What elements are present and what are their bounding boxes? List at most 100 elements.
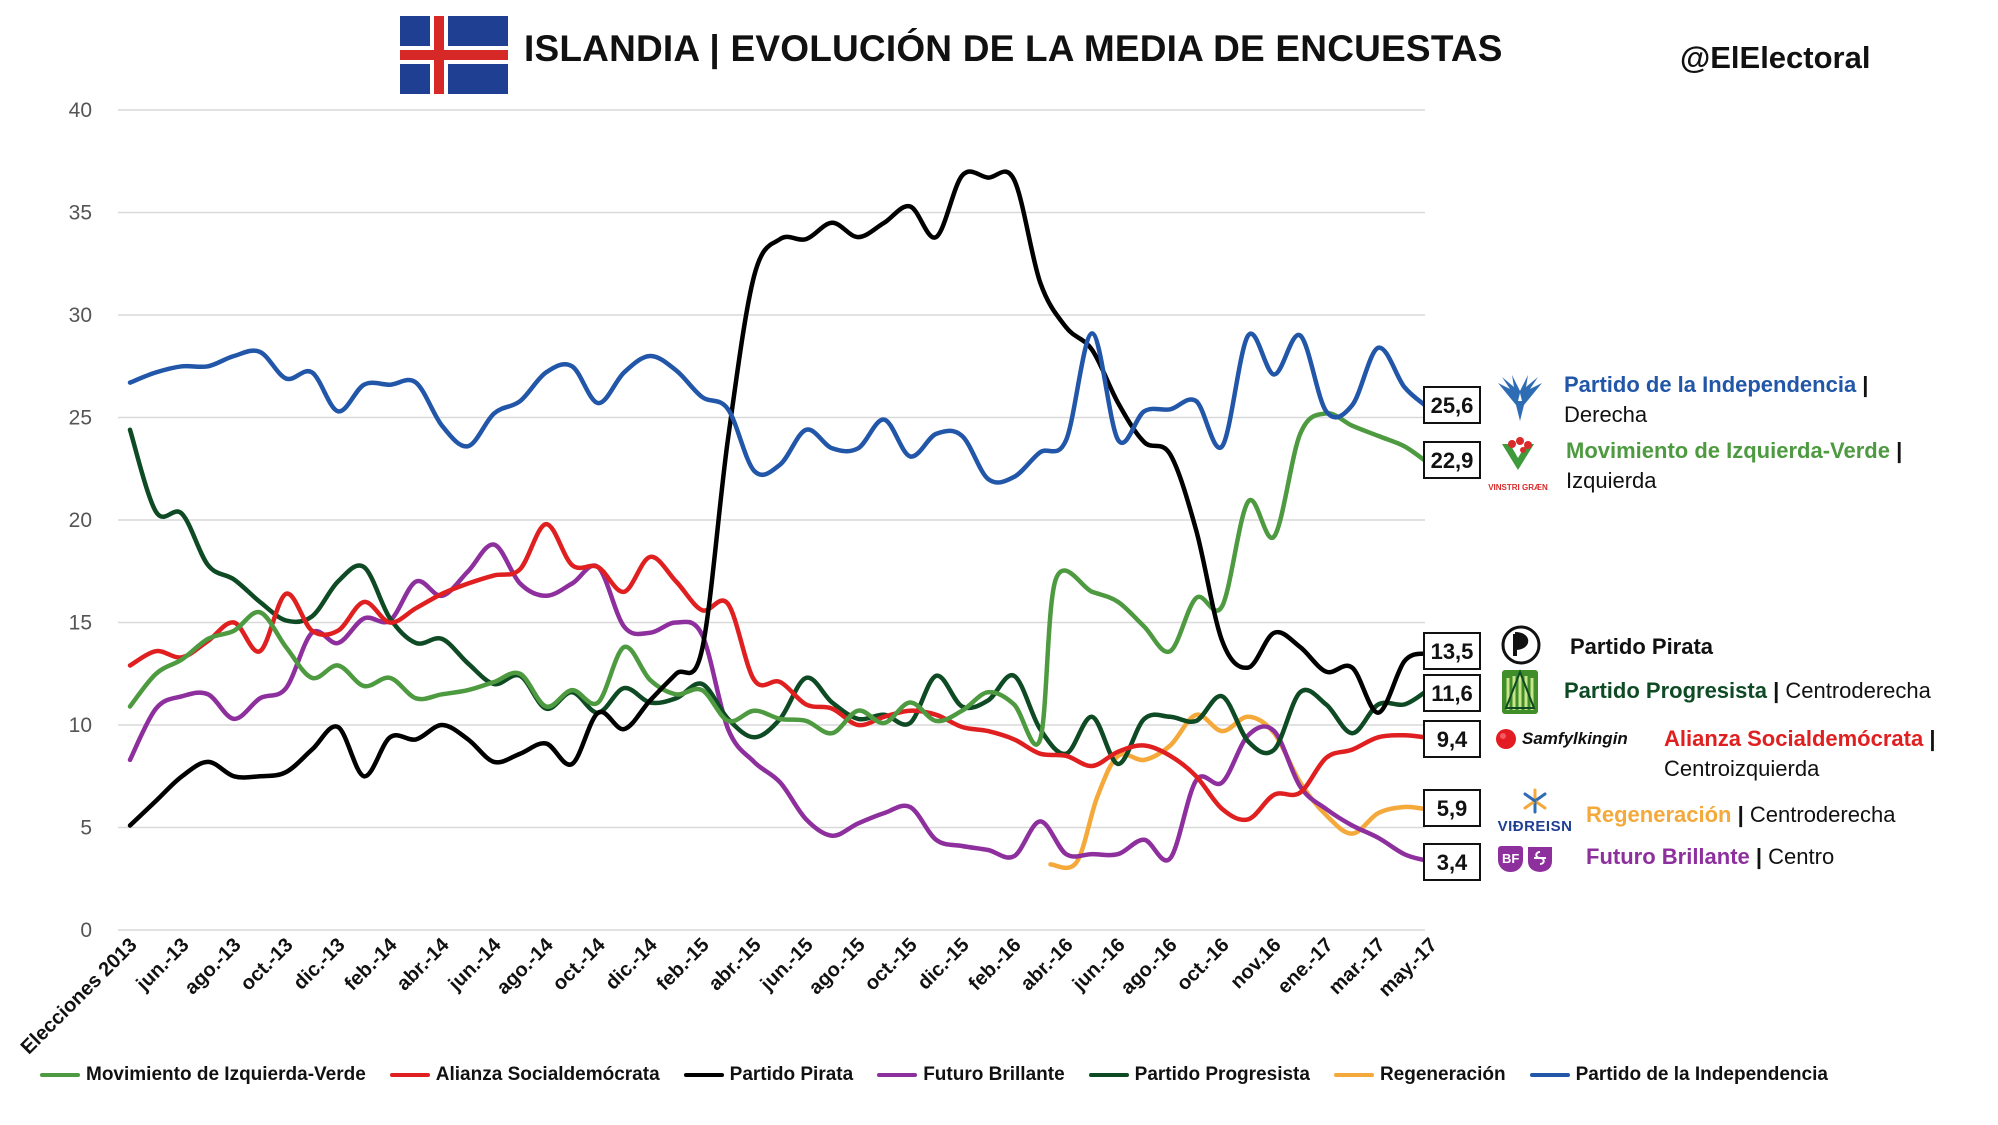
- vidreisn-logo-icon: VIÐREISN: [1490, 788, 1580, 835]
- x-tick-label: dic.-13: [289, 934, 349, 994]
- party-name: Movimiento de Izquierda-Verde: [1566, 438, 1890, 463]
- party-label-socialdemocrata: Alianza Socialdemócrata | Centroizquierd…: [1664, 724, 1942, 784]
- series-line-movimiento-de-izquierda-verde: [127, 411, 1428, 747]
- vinstri-graen-logo-icon: VINSTRI GRÆN: [1488, 436, 1548, 492]
- y-tick-label: 10: [69, 714, 92, 737]
- legend-swatch: [877, 1073, 918, 1077]
- end-label-box: [1423, 386, 1481, 424]
- bright-future-symbol-icon: [1528, 847, 1553, 872]
- party-ideology: Izquierda: [1566, 468, 1657, 493]
- x-tick-label: abr.-15: [704, 934, 765, 995]
- x-tick-label: feb.-15: [652, 934, 713, 995]
- party-ideology: Centro: [1768, 844, 1835, 869]
- end-label-box: [1423, 674, 1481, 712]
- legend-label: Partido Progresista: [1134, 1064, 1310, 1085]
- end-label: 25,6: [1423, 386, 1481, 424]
- legend-item: Partido de la Independencia: [1529, 1064, 1828, 1086]
- party-label-izquierda-verde: Movimiento de Izquierda-Verde | Izquierd…: [1566, 436, 1908, 496]
- legend-item: Movimiento de Izquierda-Verde: [40, 1064, 366, 1086]
- party-ideology: Centroderecha: [1785, 678, 1931, 703]
- series-line-partido-progresista: [127, 427, 1428, 767]
- end-label-value: 11,6: [1431, 681, 1473, 706]
- x-tick-label: dic.-14: [601, 933, 662, 994]
- author-handle: @ElElectoral: [1680, 40, 1871, 75]
- end-value-labels: 22,9 9,4 13,5 3,4 11,6 5,9 25,6: [1423, 386, 1481, 881]
- bright-future-logo-text: BF: [1498, 846, 1524, 872]
- rose-icon: [1496, 729, 1516, 749]
- y-tick-label: 35: [69, 202, 92, 225]
- x-tick-label: oct.-14: [548, 933, 610, 995]
- legend-label: Regeneración: [1379, 1064, 1506, 1085]
- series-lines: [127, 169, 1428, 871]
- legend-item: Alianza Socialdemócrata: [389, 1064, 660, 1086]
- x-tick-label: ago.-14: [493, 933, 559, 999]
- party-separator: |: [1766, 678, 1786, 703]
- party-label-futuro: Futuro Brillante | Centro: [1586, 842, 1834, 872]
- x-tick-label: ene.-17: [1273, 934, 1337, 998]
- pirate-party-logo-icon: [1501, 625, 1541, 665]
- samfylkingin-logo-text: Samfylkingin: [1522, 729, 1628, 748]
- x-tick-label: oct.-13: [236, 934, 297, 995]
- y-tick-label: 30: [69, 304, 92, 327]
- samfylkingin-logo-icon: Samfylkingin: [1494, 724, 1654, 754]
- end-label: 13,5: [1423, 632, 1481, 670]
- x-tick-label: ago.-15: [805, 934, 870, 999]
- x-tick-label: oct.-16: [1173, 934, 1234, 995]
- y-axis-ticks: 0 5 10 15 20 25 30 35 40: [69, 99, 92, 942]
- party-name: Partido Progresista: [1564, 678, 1767, 703]
- legend-swatch: [683, 1073, 724, 1077]
- series-line-partido-pirata: [127, 169, 1428, 828]
- x-tick-label: Elecciones 2013: [17, 934, 142, 1059]
- series-line-alianza-socialdemocrata: [127, 521, 1428, 823]
- end-label: 11,6: [1423, 674, 1481, 712]
- legend-label: Alianza Socialdemócrata: [435, 1064, 660, 1085]
- header: ISLANDIA | EVOLUCIÓN DE LA MEDIA DE ENCU…: [0, 0, 1998, 110]
- legend-swatch: [1529, 1073, 1570, 1077]
- y-tick-label: 25: [69, 407, 92, 430]
- end-label: 5,9: [1423, 789, 1481, 827]
- x-tick-label: feb.-16: [965, 934, 1026, 995]
- star-icon: [1523, 788, 1547, 814]
- title-main: ISLANDIA: [524, 28, 699, 69]
- y-tick-label: 15: [69, 612, 92, 635]
- party-separator: |: [1923, 726, 1942, 751]
- party-separator: |: [1889, 438, 1909, 463]
- party-separator: |: [1856, 372, 1875, 397]
- legend-swatch: [40, 1073, 80, 1077]
- falcon-logo-icon: [1498, 375, 1542, 421]
- legend-label: Partido de la Independencia: [1575, 1064, 1828, 1085]
- legend-item: Regeneración: [1333, 1064, 1506, 1086]
- party-label-progresista: Partido Progresista | Centroderecha: [1564, 676, 1931, 706]
- title-subtitle: EVOLUCIÓN DE LA MEDIA DE ENCUESTAS: [730, 28, 1503, 69]
- progressive-party-logo-icon: [1502, 669, 1538, 714]
- x-tick-label: may.-17: [1375, 934, 1442, 1001]
- legend-swatch: [389, 1073, 430, 1077]
- series-line-futuro-brillante: [127, 542, 1428, 863]
- end-label-box: [1423, 720, 1481, 758]
- chart-title: ISLANDIA | EVOLUCIÓN DE LA MEDIA DE ENCU…: [524, 28, 1503, 70]
- iceland-flag-icon: [400, 16, 508, 94]
- legend-label: Partido Pirata: [729, 1064, 854, 1085]
- party-name: Partido de la Independencia: [1564, 372, 1857, 397]
- vidreisn-logo-text: VIÐREISN: [1497, 818, 1573, 835]
- legend-label: Futuro Brillante: [923, 1064, 1065, 1085]
- end-label: 3,4: [1423, 843, 1481, 881]
- x-axis-ticks: Elecciones 2013jun.-13ago.-13oct.-13dic.…: [17, 933, 1442, 1058]
- legend-item: Partido Progresista: [1088, 1064, 1310, 1086]
- chart-legend: Movimiento de Izquierda-Verde Alianza Soc…: [40, 1060, 1980, 1090]
- party-name: Regeneración: [1586, 802, 1732, 827]
- party-ideology: Centroderecha: [1749, 802, 1896, 827]
- end-label-value: 9,4: [1437, 727, 1468, 752]
- y-tick-label: 5: [80, 817, 92, 840]
- end-label: 9,4: [1423, 720, 1481, 758]
- party-label-pirata: Partido Pirata: [1570, 632, 1713, 662]
- y-tick-label: 20: [69, 509, 92, 532]
- x-tick-label: abr.-14: [392, 933, 454, 995]
- party-ideology: Derecha: [1564, 402, 1648, 427]
- party-ideology: Centroizquierda: [1664, 756, 1820, 781]
- legend-swatch: [1333, 1073, 1374, 1077]
- x-tick-label: ago.-13: [180, 934, 245, 999]
- bright-future-logo-icon: BF: [1498, 844, 1558, 874]
- end-label-value: 22,9: [1431, 448, 1474, 473]
